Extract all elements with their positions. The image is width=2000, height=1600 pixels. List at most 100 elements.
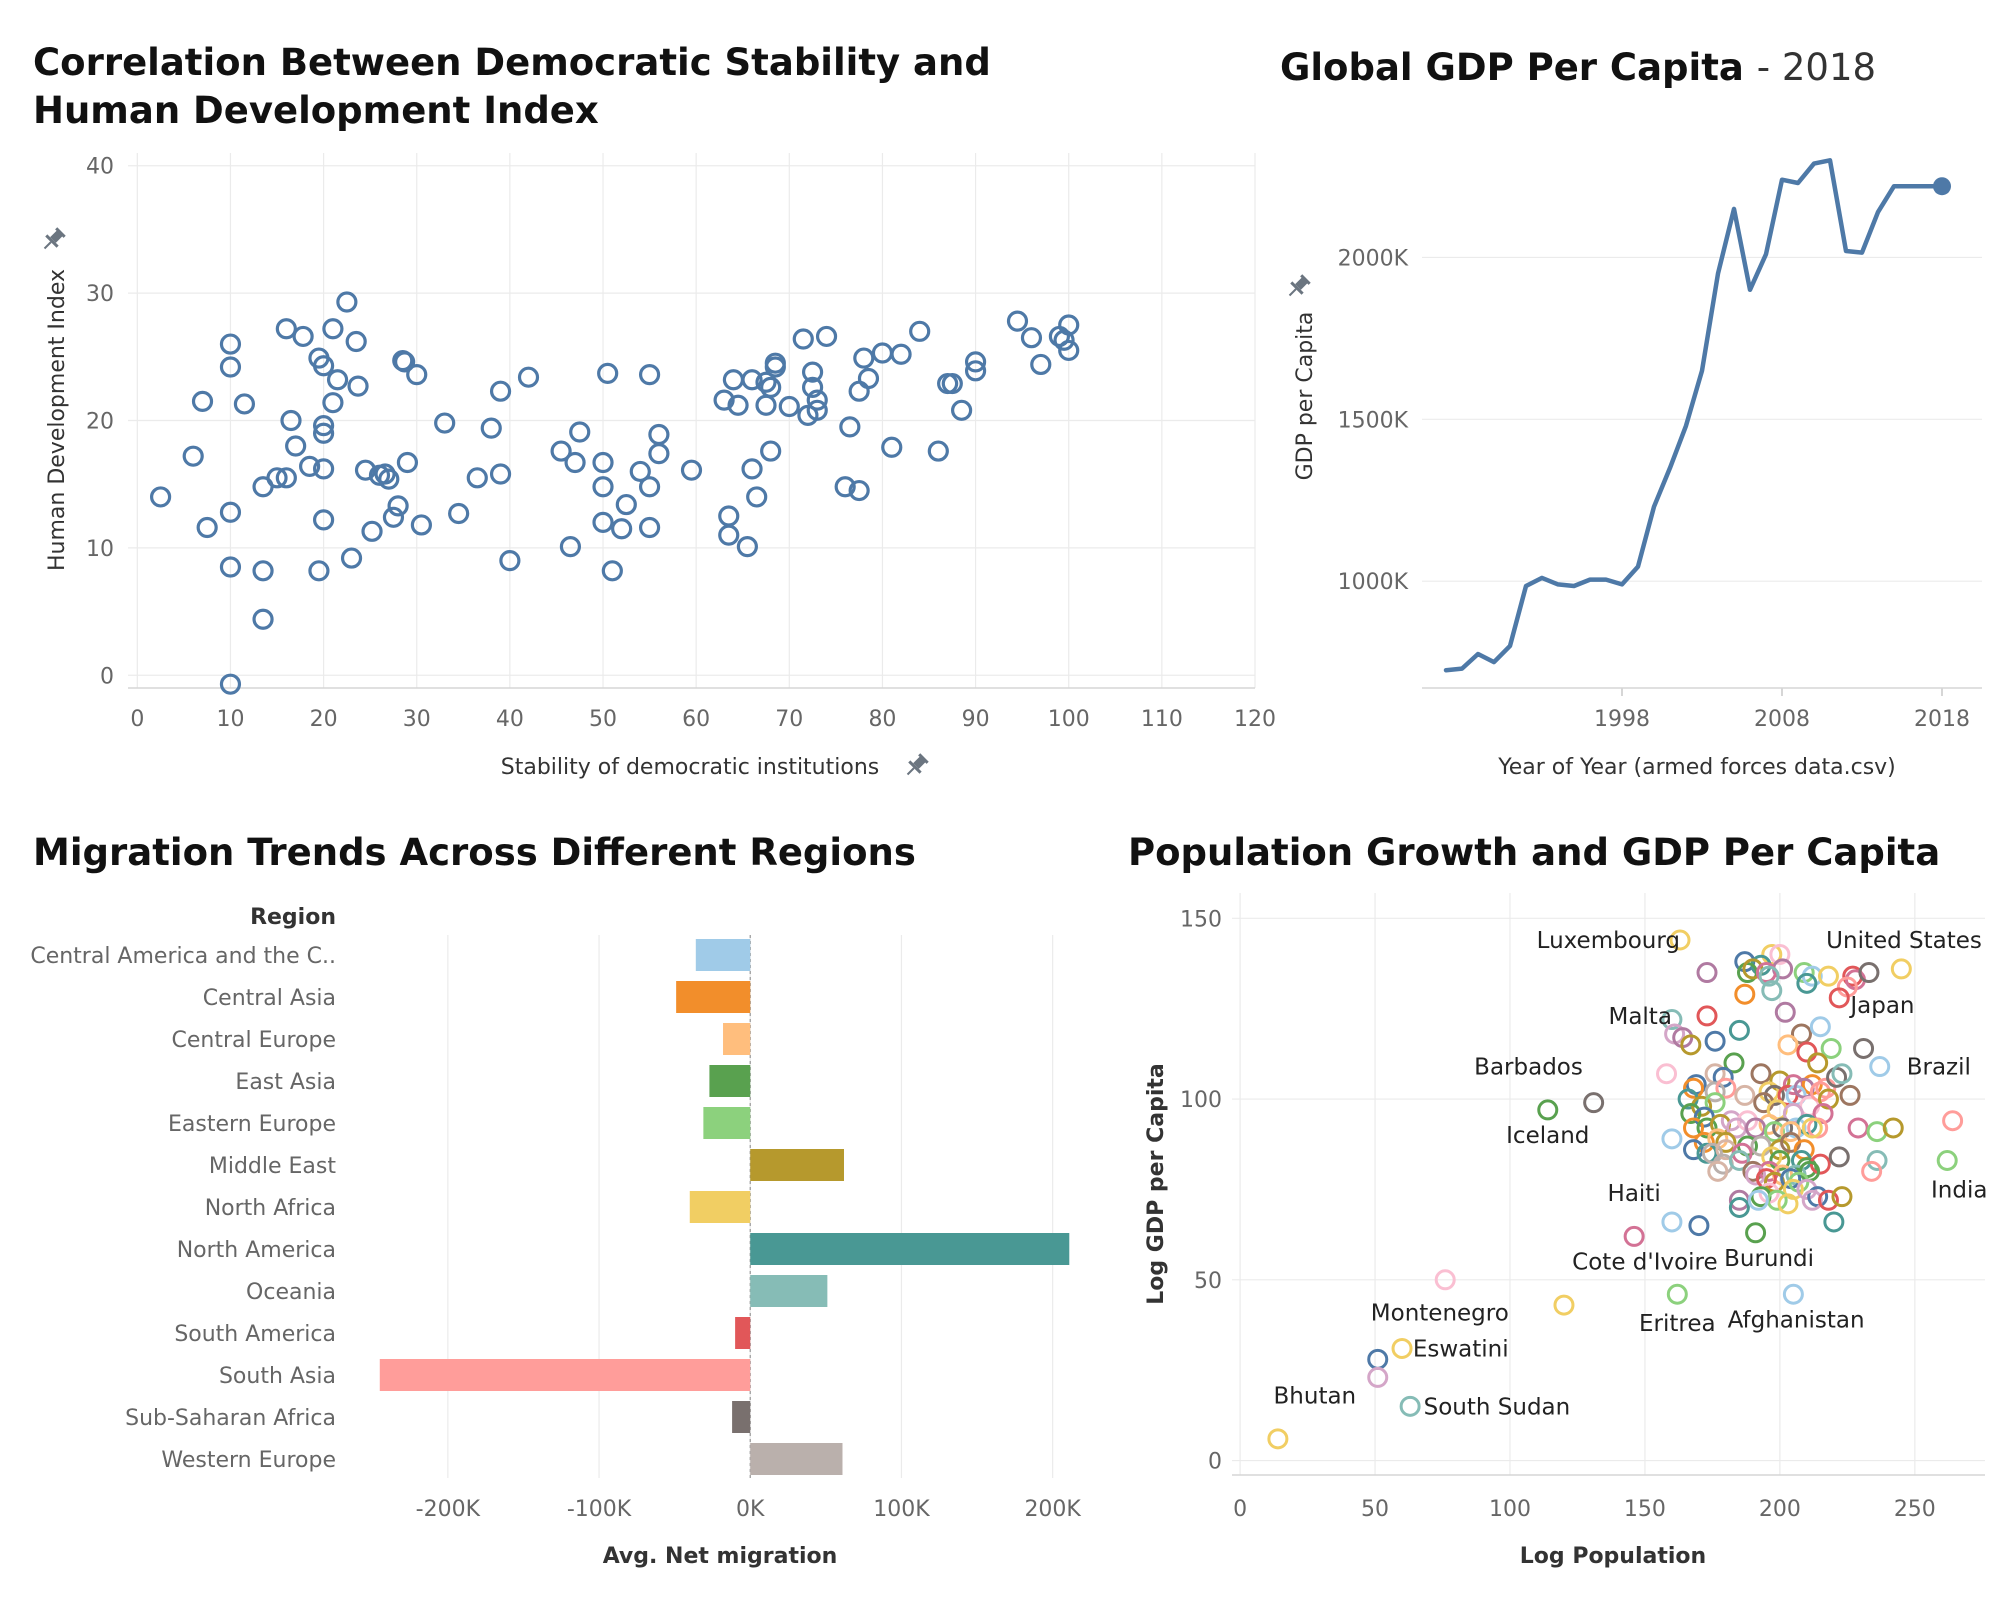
chart1-point — [448, 502, 470, 525]
chart1-point — [601, 560, 623, 582]
chart1-point — [853, 347, 875, 369]
chart3-x-tick-label: 0K — [736, 1497, 765, 1522]
chart1-point — [592, 451, 614, 474]
chart4-country-label: Montenegro — [1371, 1300, 1509, 1326]
chart1-point — [182, 445, 204, 467]
chart1-y-tick-label: 10 — [86, 537, 114, 562]
chart4-point — [1839, 1084, 1861, 1106]
chart4-point — [1809, 1016, 1831, 1038]
chart1-x-pin-icon-base — [908, 760, 922, 774]
chart1-point — [312, 414, 335, 437]
chart4-point — [1761, 943, 1783, 965]
chart1-point — [466, 467, 488, 489]
chart3-category-label: Central Europe — [172, 1028, 336, 1053]
chart1-y-tick-label: 20 — [86, 410, 114, 435]
chart1-point — [219, 501, 242, 523]
chart4-point — [1796, 1178, 1818, 1200]
chart4-point — [1666, 1283, 1688, 1305]
chart2-last-point — [1933, 177, 1951, 196]
chart4-point — [1701, 1142, 1723, 1164]
chart1-x-tick-label: 20 — [310, 707, 338, 732]
chart4-point — [1583, 1092, 1605, 1114]
chart4-point — [1890, 958, 1912, 980]
chart3-category-label: Western Europe — [161, 1448, 336, 1473]
chart1-point — [280, 409, 302, 432]
chart1-point — [382, 506, 405, 528]
chart4-country-label: Eritrea — [1639, 1311, 1716, 1337]
chart4-point — [1831, 1186, 1853, 1208]
chart3-category-label: North America — [177, 1238, 336, 1263]
chart1-point — [1058, 339, 1080, 362]
chart3-bar — [689, 1191, 751, 1223]
chart2-y-tick-label: 2000K — [1338, 246, 1409, 271]
chart1-point — [394, 351, 416, 373]
chart4-point — [1882, 1117, 1904, 1139]
chart3-category-label: East Asia — [235, 1070, 336, 1095]
chart1-point — [680, 459, 703, 481]
chart4-point — [1817, 965, 1839, 987]
chart3-category-label: South America — [174, 1322, 336, 1347]
chart4-y-tick-label: 150 — [1180, 907, 1222, 932]
chart2-x-tick-label: 2018 — [1914, 707, 1970, 732]
chart3-category-label: Sub-Saharan Africa — [125, 1406, 336, 1431]
chart1-point — [219, 556, 242, 578]
chart1-point — [1058, 314, 1080, 336]
chart1-point — [354, 459, 377, 481]
chart2-title: Global GDP Per Capita - 2018 — [1280, 44, 1876, 92]
chart3-bar — [723, 1023, 751, 1055]
chart4-x-axis-title: Log Population — [1520, 1544, 1706, 1569]
chart1-point — [834, 476, 856, 498]
chart4-point — [1750, 1063, 1772, 1085]
chart1-point — [233, 393, 256, 415]
chart4-point — [1858, 962, 1880, 984]
chart1-x-axis-title: Stability of democratic institutions — [501, 755, 879, 780]
chart3-row-header: Region — [250, 905, 336, 930]
chart4-point — [1831, 1063, 1853, 1085]
chart1-point — [480, 417, 502, 439]
chart4-country-label: Malta — [1608, 1004, 1671, 1030]
chart4-point — [1769, 943, 1791, 965]
chart4-point — [1758, 965, 1780, 987]
chart1-point — [760, 440, 782, 462]
chart1-point — [396, 451, 419, 474]
chart1-point — [629, 460, 651, 483]
chart4-point — [1763, 1084, 1785, 1106]
chart4-point — [1809, 1153, 1831, 1175]
chart4-x-tick-label: 250 — [1894, 1497, 1936, 1522]
chart1-point — [638, 476, 661, 498]
chart4-point — [1745, 1117, 1767, 1139]
chart1-point — [638, 516, 661, 539]
chart4-point — [1704, 1092, 1726, 1114]
chart1-point — [927, 440, 949, 462]
chart2-y-axis-title: GDP per Capita — [1293, 312, 1318, 481]
chart3-bar — [695, 939, 751, 971]
chart1-point — [839, 416, 861, 438]
chart3-x-tick-label: 100K — [873, 1497, 930, 1522]
chart4-point — [1790, 1023, 1812, 1045]
chart4-point — [1866, 1150, 1888, 1172]
chart4-point — [1661, 1009, 1683, 1031]
chart4-country-label: South Sudan — [1424, 1394, 1571, 1420]
chart2-title-year: - 2018 — [1756, 46, 1877, 89]
chart4-point — [1774, 1001, 1796, 1023]
chart1-point — [308, 560, 330, 582]
chart1-point — [1030, 353, 1052, 376]
chart4-point — [1761, 980, 1783, 1002]
chart1-point — [815, 325, 838, 348]
chart4-point — [1704, 1030, 1726, 1052]
chart4-point — [1391, 1337, 1413, 1359]
chart2-title-main: Global GDP Per Capita — [1280, 46, 1744, 89]
chart4-point — [1780, 1121, 1802, 1143]
chart4-point — [1745, 1164, 1767, 1186]
chart4-country-label: Eswatini — [1413, 1336, 1509, 1362]
chart4-point — [1734, 1084, 1756, 1106]
chart3-x-tick-label: 200K — [1024, 1497, 1081, 1522]
chart1-point — [219, 333, 242, 355]
chart1-point — [322, 392, 344, 414]
chart1-point — [434, 412, 456, 434]
chart1-point — [275, 318, 297, 340]
chart1-x-tick-label: 30 — [403, 707, 431, 732]
chart4-point — [1680, 1103, 1702, 1125]
chart1-x-tick-label: 100 — [1048, 707, 1090, 732]
chart1-y-pin-icon-needle — [43, 241, 52, 250]
